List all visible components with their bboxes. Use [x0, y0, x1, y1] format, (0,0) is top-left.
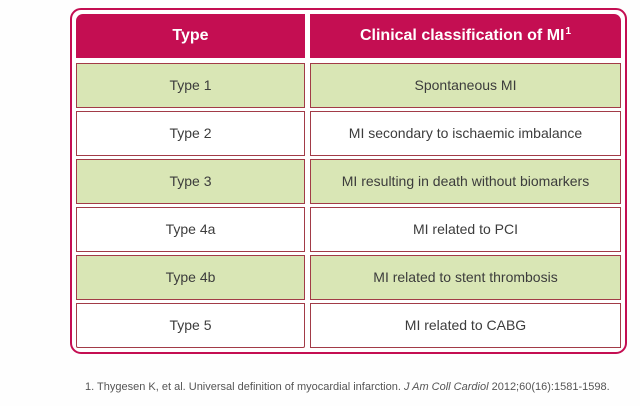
footnote-text-before: 1. Thygesen K, et al. Universal definiti…: [85, 381, 404, 393]
row-type-cell: Type 3: [76, 159, 305, 204]
row-type-cell: Type 4a: [76, 207, 305, 252]
row-type-cell: Type 2: [76, 111, 305, 156]
row-type-cell: Type 4b: [76, 255, 305, 300]
header-reference-superscript: 1: [565, 26, 572, 37]
row-classification-label: MI related to stent thrombosis: [373, 268, 558, 285]
table-body: Type 1 Spontaneous MI Type 2 MI secondar…: [76, 63, 621, 348]
row-classification-label: Spontaneous MI: [414, 76, 517, 93]
table-row: Type 3 MI resulting in death without bio…: [76, 159, 621, 204]
row-type-label: Type 4b: [165, 268, 216, 285]
table-row: Type 5 MI related to CABG: [76, 303, 621, 348]
table-row: Type 4b MI related to stent thrombosis: [76, 255, 621, 300]
header-cell-type: Type: [76, 14, 305, 58]
row-type-label: Type 2: [169, 124, 212, 141]
row-classification-cell: Spontaneous MI: [310, 63, 621, 108]
header-classification-label: Clinical classification of MI: [359, 27, 565, 44]
row-classification-cell: MI related to stent thrombosis: [310, 255, 621, 300]
row-type-label: Type 4a: [165, 220, 216, 237]
row-classification-label: MI resulting in death without biomarkers: [341, 172, 590, 189]
row-classification-cell: MI secondary to ischaemic imbalance: [310, 111, 621, 156]
row-classification-cell: MI related to CABG: [310, 303, 621, 348]
row-type-label: Type 3: [169, 172, 212, 189]
header-cell-classification: Clinical classification of MI 1: [310, 14, 621, 58]
row-type-cell: Type 5: [76, 303, 305, 348]
table-header-row: Type Clinical classification of MI 1: [76, 14, 621, 58]
table-row: Type 1 Spontaneous MI: [76, 63, 621, 108]
row-classification-cell: MI resulting in death without biomarkers: [310, 159, 621, 204]
row-classification-label: MI related to CABG: [404, 316, 527, 333]
reference-footnote: 1. Thygesen K, et al. Universal definiti…: [85, 381, 610, 393]
header-type-label: Type: [172, 27, 209, 44]
row-classification-label: MI related to PCI: [412, 220, 519, 237]
mi-classification-table: Type Clinical classification of MI 1 Type…: [70, 8, 627, 354]
row-classification-label: MI secondary to ischaemic imbalance: [348, 124, 583, 141]
row-type-label: Type 5: [169, 316, 212, 333]
row-type-label: Type 1: [169, 76, 212, 93]
row-type-cell: Type 1: [76, 63, 305, 108]
row-classification-cell: MI related to PCI: [310, 207, 621, 252]
table-row: Type 4a MI related to PCI: [76, 207, 621, 252]
footnote-text-after: 2012;60(16):1581-1598.: [488, 381, 610, 393]
footnote-journal-name: J Am Coll Cardiol: [403, 381, 489, 393]
table-row: Type 2 MI secondary to ischaemic imbalan…: [76, 111, 621, 156]
